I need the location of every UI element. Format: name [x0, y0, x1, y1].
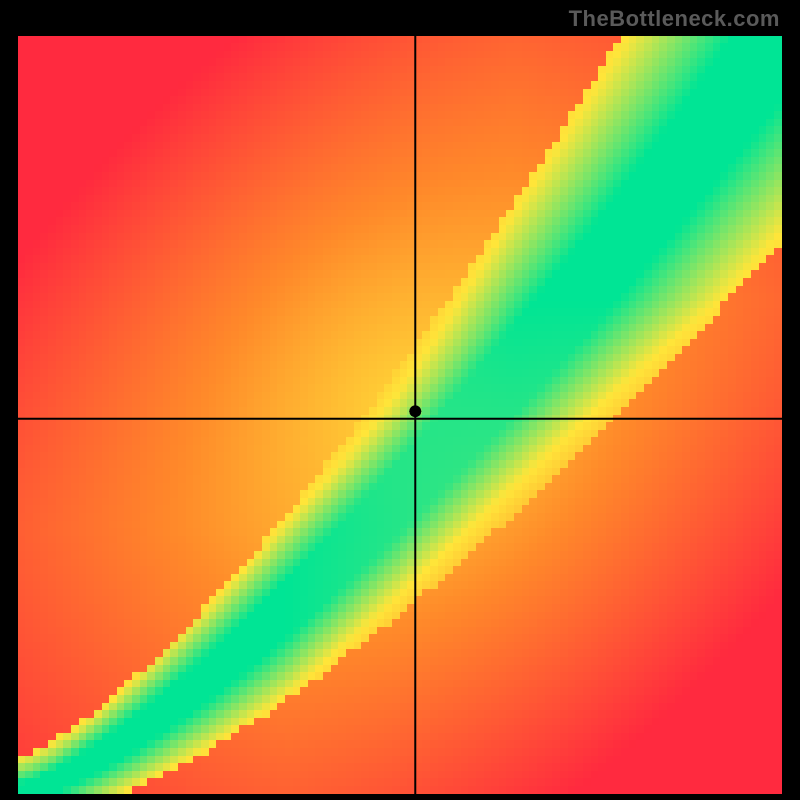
chart-container: TheBottleneck.com	[0, 0, 800, 800]
watermark-text: TheBottleneck.com	[569, 6, 780, 32]
heatmap-canvas	[18, 36, 782, 794]
heatmap-plot	[18, 36, 782, 794]
